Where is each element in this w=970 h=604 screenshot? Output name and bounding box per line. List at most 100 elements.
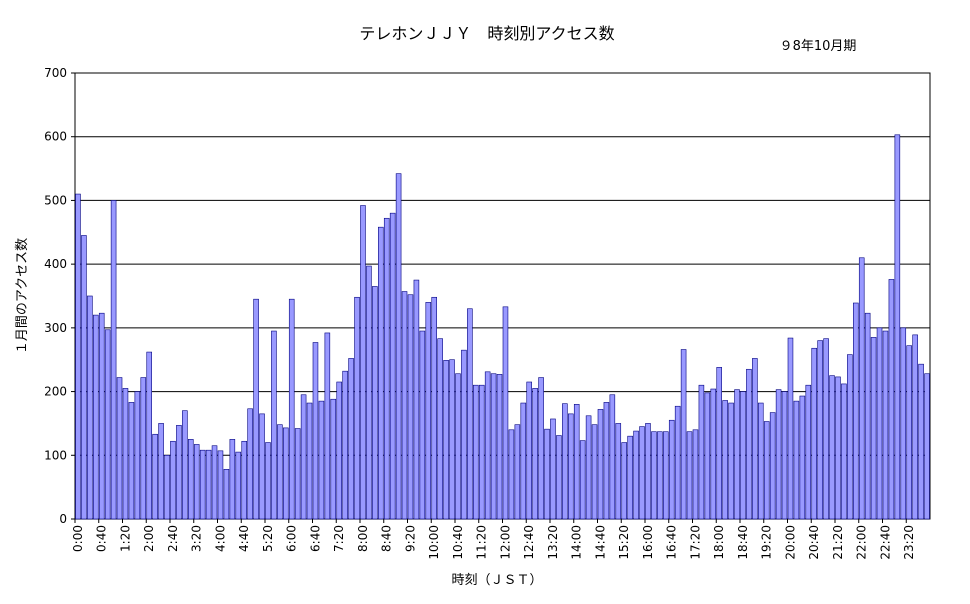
y-axis-label: １月間のアクセス数 [15,238,30,354]
bar [496,374,503,520]
bar [787,337,794,520]
bar [188,439,194,520]
bar [544,428,550,520]
bar [235,451,242,520]
bar [247,408,253,520]
bar [360,205,366,520]
bar [366,265,372,520]
y-tick-label: 600 [44,130,67,144]
bar [75,193,81,520]
x-tick-label: 4:00 [213,525,227,552]
bar [888,279,895,520]
bar [336,381,342,520]
y-tick-label: 500 [44,193,67,207]
bar [164,454,170,520]
y-tick-label: 300 [44,321,67,335]
bar [686,431,693,520]
bar [419,330,426,520]
bar [918,363,924,520]
bar [663,431,669,520]
bar [900,327,907,520]
bar [668,419,675,520]
x-tick-label: 18:00 [712,525,726,560]
bar [876,327,883,520]
bar [259,413,265,520]
bar [211,445,218,520]
bar [122,388,129,520]
x-tick-label: 20:00 [783,525,797,560]
bar [98,312,105,520]
bar [841,383,847,520]
bar [182,410,188,520]
bar [805,384,812,520]
bar [241,440,247,520]
bar [781,391,788,520]
bar [265,442,271,520]
bar [134,391,141,520]
bar [300,394,307,520]
bar [627,435,633,520]
bar [680,349,687,520]
bar [734,389,740,520]
bar [116,377,123,520]
bar [579,440,586,520]
bar [912,334,918,520]
x-tick-label: 16:00 [641,525,655,560]
bar [870,337,877,520]
bar [692,429,699,520]
bar [348,358,354,520]
bar [603,402,610,520]
bar [312,342,319,520]
x-tick-label: 8:40 [380,525,394,552]
x-tick-label: 12:40 [522,525,536,560]
bar [853,302,859,520]
bar [775,389,782,520]
x-tick-label: 6:00 [285,525,299,552]
x-tick-label: 8:00 [356,525,370,552]
x-tick-label: 23:20 [902,525,916,560]
bar [740,391,746,520]
bar [633,430,639,520]
bar [514,424,521,520]
x-tick-label: 11:20 [475,525,489,560]
bar [455,373,461,520]
x-tick-label: 14:00 [570,525,584,560]
bar [277,424,283,520]
bar [573,404,580,520]
x-tick-label: 9:20 [403,525,417,552]
bar [746,368,752,520]
x-tick-label: 15:20 [617,525,631,560]
bar [223,468,230,520]
bar [431,296,437,520]
bar [217,450,224,520]
bar [478,384,485,520]
bar [769,412,776,520]
bar [924,373,930,520]
bar [710,388,717,520]
bar [568,413,574,520]
bar [128,402,135,520]
x-tick-label: 1:20 [118,525,132,552]
bar [467,308,473,520]
bar [193,444,200,520]
plot-area: 0 100 200 300 400 500 600 700 0:00 0:40 1:20 2:00 2:… [44,66,931,560]
bar [407,294,414,520]
y-tick-label: 200 [44,385,67,399]
x-tick-label: 2:00 [142,525,156,552]
bar [597,409,604,520]
bar [294,428,301,520]
bar [170,440,176,520]
bar [330,398,337,520]
x-tick-label: 4:40 [237,525,251,552]
x-tick-label: 10:00 [427,525,441,560]
bar [858,257,865,520]
bar [763,421,770,520]
bar [484,371,491,520]
bar [728,402,734,520]
x-tick-label: 19:20 [760,525,774,560]
x-tick-label: 2:40 [166,525,180,552]
bar [562,403,568,520]
bar [229,439,236,520]
bar [306,402,313,520]
